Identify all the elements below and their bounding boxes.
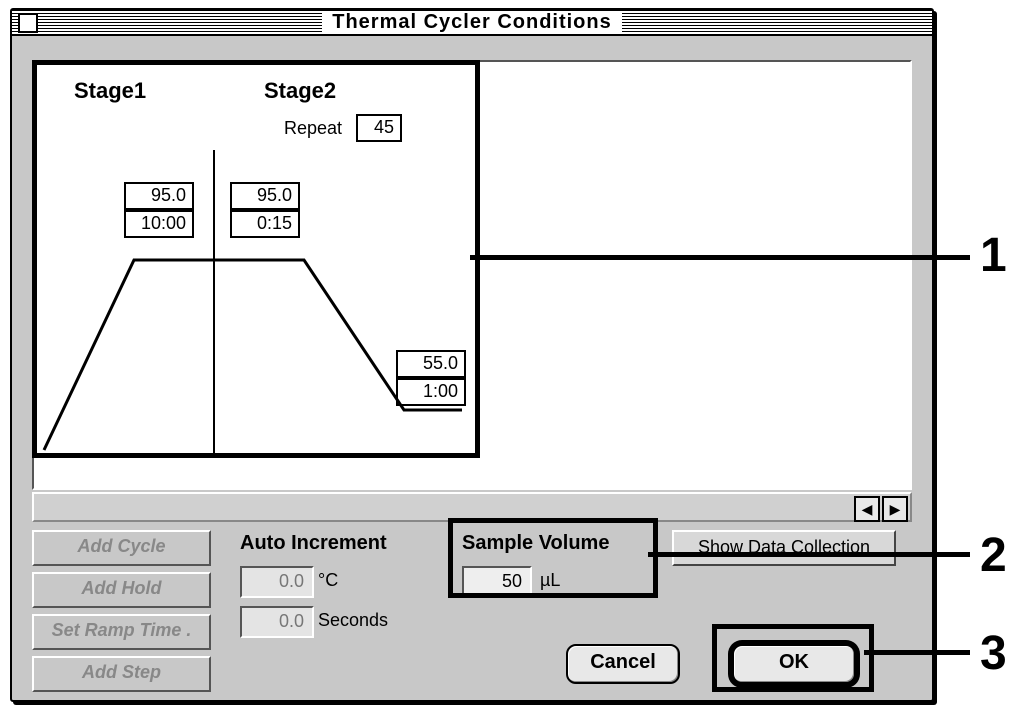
horizontal-scrollbar[interactable]: ◀ ▶	[32, 492, 912, 522]
auto-increment-time-field[interactable]: 0.0	[240, 606, 314, 638]
callout-number-2: 2	[980, 528, 1007, 583]
add-hold-button[interactable]: Add Hold	[32, 572, 211, 608]
stage1-label: Stage1	[74, 78, 146, 104]
auto-increment-time-unit: Seconds	[318, 610, 388, 631]
scroll-left-arrow-icon[interactable]: ◀	[854, 496, 880, 522]
thermal-profile-panel: Stage1 Stage2 Repeat 45 95.0 10:00 95.0 …	[32, 60, 912, 490]
add-cycle-button[interactable]: Add Cycle	[32, 530, 211, 566]
scroll-right-arrow-icon[interactable]: ▶	[882, 496, 908, 522]
controls-area: Add Cycle Add Hold Set Ramp Time . Add S…	[32, 530, 912, 688]
auto-increment-heading: Auto Increment	[240, 532, 387, 555]
thermal-profile-line	[34, 110, 464, 460]
window-body: Stage1 Stage2 Repeat 45 95.0 10:00 95.0 …	[12, 36, 932, 700]
callout-number-1: 1	[980, 228, 1007, 283]
set-ramp-time-button[interactable]: Set Ramp Time .	[32, 614, 211, 650]
titlebar: Thermal Cycler Conditions	[12, 10, 932, 36]
stage2-label: Stage2	[264, 78, 336, 104]
close-box[interactable]	[18, 13, 38, 33]
show-data-collection-button[interactable]: Show Data Collection	[672, 530, 896, 566]
auto-increment-temp-unit: °C	[318, 570, 338, 591]
add-step-button[interactable]: Add Step	[32, 656, 211, 692]
cancel-button[interactable]: Cancel	[566, 644, 680, 684]
auto-increment-temp-field[interactable]: 0.0	[240, 566, 314, 598]
sample-volume-field[interactable]: 50	[462, 566, 532, 598]
dialog-window: Thermal Cycler Conditions Stage1 Stage2 …	[10, 8, 934, 702]
window-title: Thermal Cycler Conditions	[322, 11, 622, 34]
edit-buttons-stack: Add Cycle Add Hold Set Ramp Time . Add S…	[32, 530, 207, 698]
ok-button[interactable]: OK	[732, 644, 856, 684]
sample-volume-heading: Sample Volume	[462, 532, 609, 555]
callout-number-3: 3	[980, 626, 1007, 681]
sample-volume-unit: µL	[540, 570, 560, 591]
